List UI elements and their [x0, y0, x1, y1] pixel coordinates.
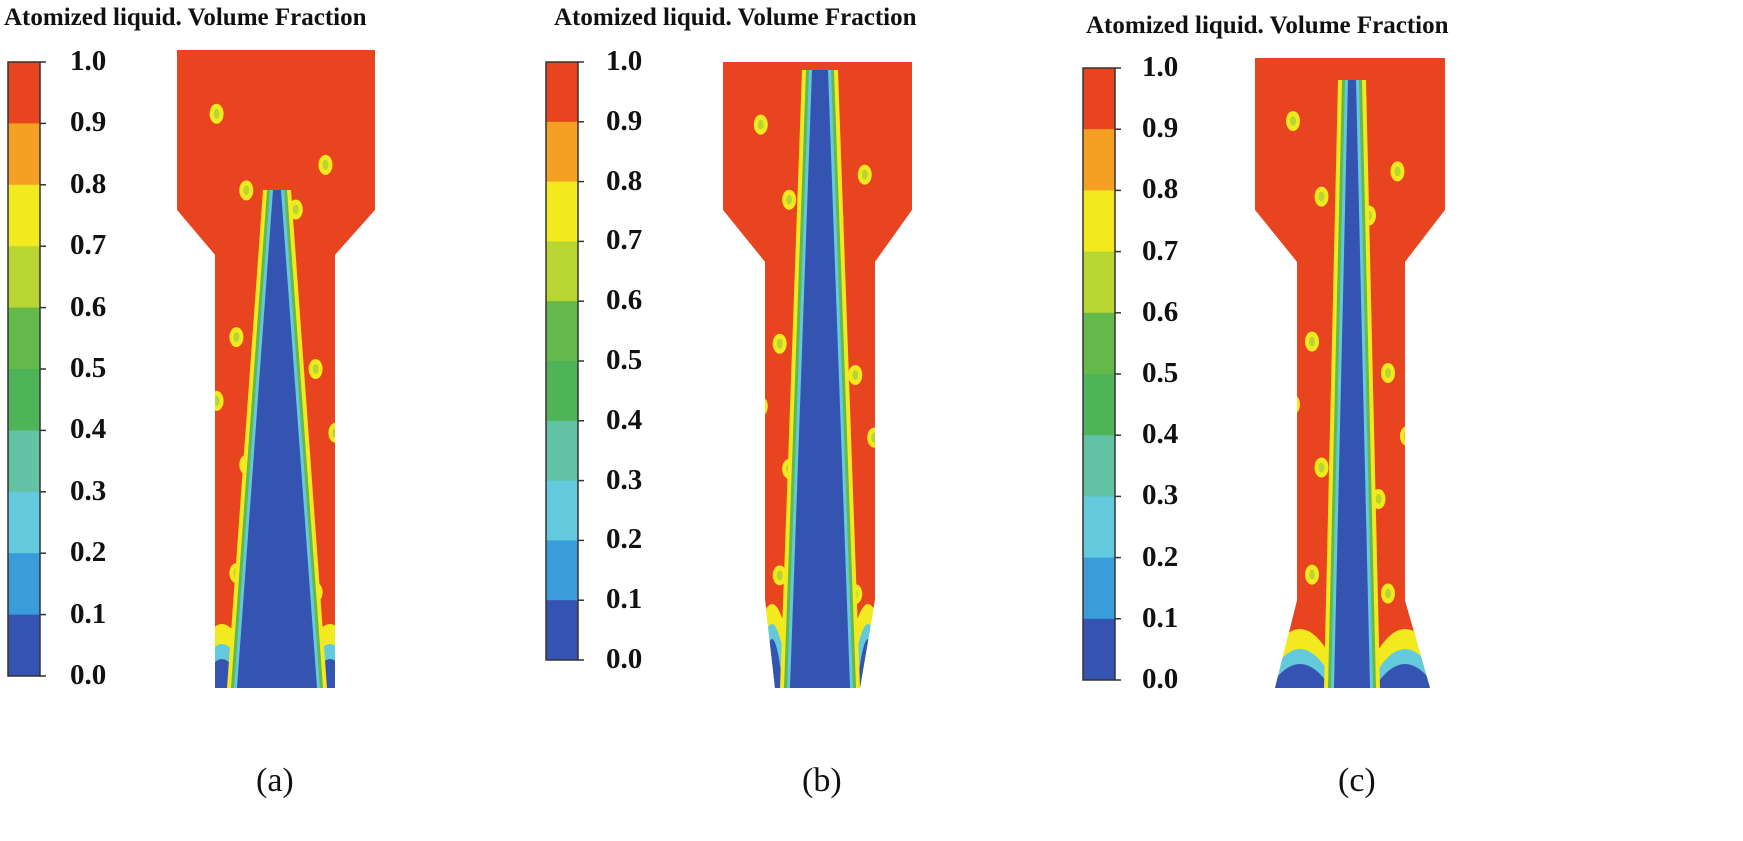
colorbar-band: [546, 62, 578, 123]
colorbar-band: [8, 307, 40, 370]
colorbar-tick-label: 0.5: [606, 344, 643, 376]
droplet: [744, 521, 759, 542]
colorbar-tick-label: 0.7: [1142, 234, 1179, 267]
colorbar-band: [1083, 557, 1115, 620]
droplet: [1276, 268, 1291, 289]
central-gas-jet: [790, 70, 850, 688]
colorbar-tick-label: 0.2: [70, 536, 107, 569]
colorbar-tick-label: 0.9: [70, 106, 107, 139]
nozzle-contour: [1255, 58, 1445, 688]
droplet: [1409, 539, 1424, 560]
colorbar-tick-label: 0.4: [606, 403, 643, 436]
droplet: [199, 263, 214, 284]
droplet: [338, 537, 353, 558]
gas-lobe: [1374, 664, 1436, 688]
colorbar-band: [1083, 374, 1115, 436]
colorbar-band: [1083, 312, 1115, 375]
colorbar-tick-label: 1.0: [606, 45, 643, 77]
colorbar-band: [8, 246, 40, 309]
colorbar-tick-label: 0.0: [606, 643, 643, 675]
panel-caption: (a): [256, 762, 294, 799]
colorbar-tick-label: 0.7: [606, 224, 643, 257]
colorbar-band: [1083, 251, 1115, 314]
panel-title: Atomized liquid. Volume Fraction: [1086, 12, 1449, 39]
colorbar-band: [8, 123, 40, 186]
droplet: [1276, 520, 1291, 541]
colorbar-band: [1083, 496, 1115, 559]
droplet: [199, 518, 214, 539]
colorbar-band: [546, 480, 578, 541]
colorbar-band: [8, 369, 40, 431]
colorbar-band: [546, 301, 578, 362]
colorbar-band: [1083, 68, 1115, 130]
colorbar-tick-label: 0.1: [70, 597, 107, 630]
panel-caption: (c): [1338, 762, 1376, 799]
colorbar-band: [8, 614, 40, 677]
colorbar: [545, 61, 584, 661]
colorbar-tick-label: 0.8: [1142, 173, 1179, 206]
colorbar-band: [546, 361, 578, 422]
droplet: [876, 302, 891, 323]
colorbar-band: [8, 553, 40, 616]
colorbar-tick-label: 0.3: [606, 463, 643, 496]
colorbar-tick-label: 0.3: [1142, 479, 1179, 512]
gas-lobe: [1269, 664, 1331, 688]
colorbar-tick-label: 0.9: [606, 104, 643, 137]
colorbar-tick-label: 0.2: [1142, 540, 1179, 573]
colorbar-tick-label: 0.0: [70, 659, 107, 691]
colorbar-band: [1083, 435, 1115, 497]
colorbar-band: [8, 491, 40, 554]
colorbar-band: [8, 62, 40, 124]
droplet: [744, 271, 759, 292]
colorbar-band: [546, 600, 578, 661]
droplet: [338, 295, 353, 316]
colorbar-band: [1083, 618, 1115, 681]
colorbar-tick-label: 0.9: [1142, 112, 1179, 145]
colorbar-tick-label: 0.3: [70, 474, 107, 507]
colorbar-tick-label: 0.5: [70, 352, 107, 384]
panel-title: Atomized liquid. Volume Fraction: [4, 4, 367, 31]
colorbar: [7, 61, 46, 677]
droplet: [1400, 426, 1414, 446]
colorbar-band: [546, 420, 578, 482]
nozzle-contour: [177, 50, 375, 688]
colorbar-band: [546, 121, 578, 183]
colorbar-tick-label: 0.0: [1142, 663, 1179, 695]
central-gas-jet: [237, 190, 317, 688]
droplet: [753, 396, 768, 417]
colorbar-band: [1083, 129, 1115, 191]
colorbar-tick-label: 0.6: [1142, 295, 1179, 328]
colorbar-band: [546, 181, 578, 242]
colorbar-tick-label: 0.4: [1142, 418, 1179, 451]
colorbar-band: [546, 540, 578, 601]
panel-caption: (b): [802, 762, 842, 799]
colorbar-tick-label: 0.6: [606, 284, 643, 317]
colorbar-tick-label: 0.2: [606, 523, 643, 556]
colorbar-tick-label: 0.1: [606, 583, 643, 616]
colorbar-band: [8, 184, 40, 247]
colorbar-tick-label: 1.0: [70, 45, 107, 77]
droplet: [1286, 394, 1300, 415]
colorbar-tick-label: 0.8: [606, 164, 643, 197]
panel-title: Atomized liquid. Volume Fraction: [554, 4, 917, 31]
droplet: [328, 422, 343, 443]
colorbar-tick-label: 0.8: [70, 167, 107, 200]
colorbar-band: [8, 430, 40, 493]
colorbar-tick-label: 0.4: [70, 413, 107, 446]
nozzle-contour: [723, 62, 912, 688]
colorbar-tick-label: 0.1: [1142, 601, 1179, 634]
colorbar-tick-label: 1.0: [1142, 51, 1179, 83]
colorbar: [1082, 67, 1121, 681]
central-gas-jet: [1334, 80, 1370, 688]
droplet: [1409, 300, 1424, 320]
colorbar-tick-label: 0.7: [70, 229, 107, 262]
colorbar-band: [1083, 190, 1115, 253]
colorbar-tick-label: 0.6: [70, 290, 107, 323]
colorbar-tick-label: 0.5: [1142, 357, 1179, 389]
droplet: [876, 540, 891, 561]
colorbar-band: [546, 241, 578, 302]
